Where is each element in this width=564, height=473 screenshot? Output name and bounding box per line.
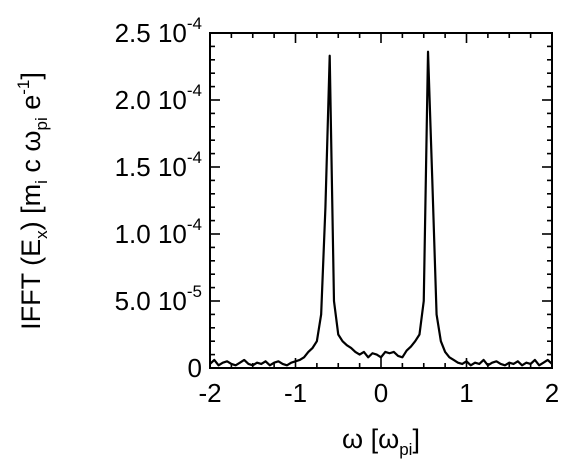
plot-frame (209, 32, 553, 369)
ticks (209, 32, 553, 369)
y-tick-label: 1.0 10-4 (115, 215, 202, 249)
y-tick-exponent: -4 (187, 148, 202, 167)
y-tick-mantissa: 2.0 10 (115, 85, 187, 115)
y-tick-label: 2.0 10-4 (115, 81, 202, 115)
y-tick-exponent: -4 (187, 14, 202, 33)
y-tick-mantissa: 1.0 10 (115, 219, 187, 249)
y-tick-label: 0 (188, 353, 202, 383)
y-tick-mantissa: 5.0 10 (115, 286, 187, 316)
y-tick-label: 5.0 10-5 (115, 282, 202, 316)
y-tick-exponent: -4 (187, 81, 202, 100)
y-tick-label: 2.5 10-4 (115, 14, 202, 48)
y-axis-label: IFFT (Ex) [mi c ωpi e-1] (14, 72, 51, 330)
x-tick-label: -2 (198, 378, 221, 408)
y-tick-labels: 05.0 10-51.0 10-41.5 10-42.0 10-42.5 10-… (115, 14, 202, 383)
x-tick-label: -1 (284, 378, 307, 408)
x-tick-labels: -2 -1 0 1 2 (198, 378, 559, 408)
x-tick-label: 1 (459, 378, 473, 408)
y-tick-mantissa: 1.5 10 (115, 152, 187, 182)
x-axis-label: ω [ωpi] (342, 424, 420, 459)
y-tick-label: 1.5 10-4 (115, 148, 202, 182)
data-line (209, 50, 553, 367)
y-tick-exponent: -4 (187, 215, 202, 234)
x-tick-label: 2 (545, 378, 559, 408)
y-tick-exponent: -5 (187, 282, 202, 301)
y-tick-mantissa: 0 (188, 353, 202, 383)
y-tick-mantissa: 2.5 10 (115, 18, 187, 48)
x-tick-label: 0 (374, 378, 388, 408)
